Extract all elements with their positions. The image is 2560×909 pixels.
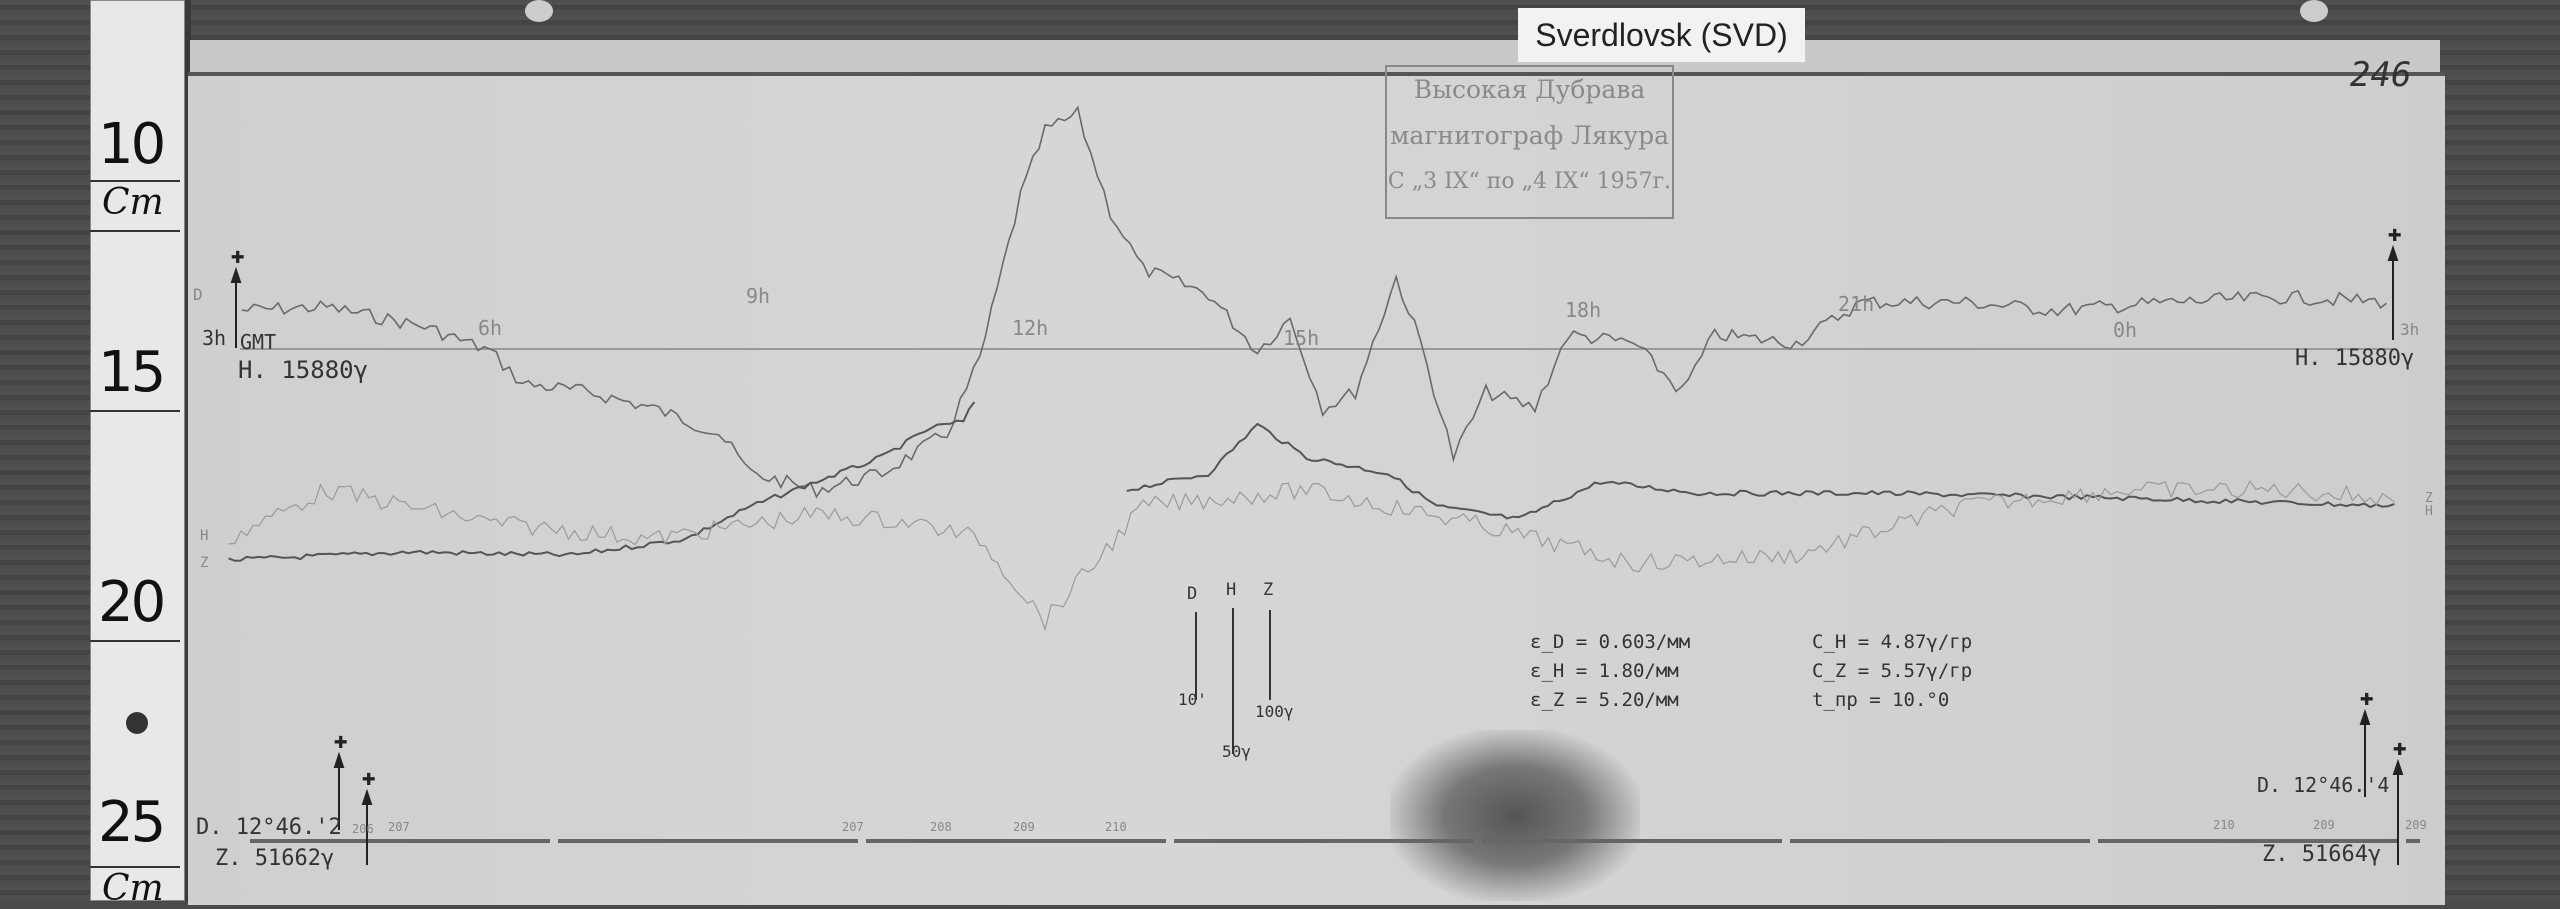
plus-marker: +: [334, 732, 347, 751]
stamp-line: Высокая Дубрава: [1413, 75, 1646, 104]
stamp-line: магнитограф Лякура: [1389, 121, 1670, 150]
bottom-tick: 206: [352, 822, 374, 836]
ruler-unit: Cm: [102, 182, 164, 223]
sensitivity-block: ε_D = 0.603/мм ε_H = 1.80/мм ε_Z = 5.20/…: [1530, 628, 1690, 715]
ruler: 10 Cm 15 20 25 Cm: [90, 0, 191, 909]
gmt-label: GMT: [240, 330, 277, 354]
hour-mark-15: 15h: [1283, 326, 1320, 350]
hour-mark-21: 21h: [1838, 292, 1875, 316]
arrow-head-icon: [2387, 244, 2399, 261]
hour-mark-18: 18h: [1565, 298, 1602, 322]
bottom-tick: 210: [2213, 818, 2235, 832]
end-hour-mark: 3h: [2400, 320, 2420, 339]
scale-bar-name-z: Z: [1263, 580, 1274, 600]
h-trace: [228, 479, 2395, 632]
arrow-head-icon: [230, 266, 242, 283]
observatory-stamp: Высокая Дубрава магнитограф Лякура С „3 …: [1385, 65, 1674, 219]
ruler-mark: 25: [98, 790, 166, 855]
scale-bar-name-d: D: [1187, 584, 1198, 604]
trace-label-h: H: [200, 528, 209, 544]
plus-marker: +: [2388, 225, 2401, 244]
hour-mark-6: 6h: [478, 316, 503, 340]
bottom-tick: 208: [930, 820, 952, 834]
station-tag: Sverdlovsk (SVD): [1518, 8, 1805, 62]
bottom-tick: 210: [1105, 820, 1127, 834]
ruler-mark: 15: [98, 340, 166, 405]
z-baseline-left-label: Z. 51662γ: [215, 846, 335, 871]
temperature: t_пр = 10.°0: [1812, 689, 1950, 711]
screw: [2300, 0, 2328, 22]
magnetogram-sheet: [188, 72, 2445, 905]
scale-bar-value-d: 10': [1178, 690, 1207, 709]
plus-marker: +: [2360, 689, 2373, 708]
plus-marker: +: [2393, 739, 2406, 758]
trace-label-z: Z: [200, 555, 209, 571]
sheet-number: 246: [2350, 55, 2412, 95]
arrow-head-icon: [361, 788, 373, 805]
ruler-mark: 10: [98, 112, 166, 177]
constant-z: C_Z = 5.57γ/гр: [1812, 660, 1973, 682]
bottom-tick: 207: [842, 820, 864, 834]
constant-h: C_H = 4.87γ/гр: [1812, 631, 1973, 653]
constants-block: C_H = 4.87γ/гр C_Z = 5.57γ/гр t_пр = 10.…: [1812, 628, 1972, 715]
h-baseline-left-label: H. 15880γ: [238, 356, 369, 384]
arrow-head-icon: [2392, 758, 2404, 775]
screw: [525, 0, 553, 22]
bottom-tick: 209: [1013, 820, 1035, 834]
scale-bar-value-z: 100γ: [1255, 702, 1294, 721]
d-baseline-right-label: D. 12°46.'4: [2257, 773, 2390, 797]
plus-marker: +: [362, 769, 375, 788]
scale-bar-name-h: H: [1226, 580, 1237, 600]
bottom-tick: 207: [388, 820, 410, 834]
ruler-hole: [126, 712, 148, 734]
trace-label-d: D: [193, 285, 203, 304]
stamp-line: С „3 IX“ по „4 IX“ 1957г.: [1387, 169, 1672, 194]
trace-label-zh: Z H: [2425, 491, 2433, 519]
hour-mark-0: 0h: [2113, 318, 2138, 342]
hour-mark-12: 12h: [1012, 316, 1049, 340]
scale-bar-value-h: 50γ: [1222, 742, 1251, 761]
sensitivity-h: ε_H = 1.80/мм: [1530, 660, 1679, 682]
d-baseline-left-label: D. 12°46.'2: [196, 815, 342, 840]
hand-shadow: [1390, 730, 1640, 901]
plus-marker: +: [231, 247, 244, 266]
z-baseline-right-label: Z. 51664γ: [2262, 842, 2382, 867]
arrow-head-icon: [2359, 708, 2371, 725]
sensitivity-z: ε_Z = 5.20/мм: [1530, 689, 1679, 711]
hour-mark-9: 9h: [746, 284, 771, 308]
bottom-tick: 209: [2405, 818, 2427, 832]
start-hour-mark: 3h: [202, 326, 227, 350]
z-trace: [1126, 422, 2395, 520]
arrow-head-icon: [333, 751, 345, 768]
bottom-tick: 209: [2313, 818, 2335, 832]
d-trace: [241, 105, 2387, 499]
ruler-mark: 20: [98, 570, 166, 635]
z-trace: [228, 401, 976, 562]
h-baseline-right-label: H. 15880γ: [2295, 346, 2415, 371]
sensitivity-d: ε_D = 0.603/мм: [1530, 631, 1691, 653]
